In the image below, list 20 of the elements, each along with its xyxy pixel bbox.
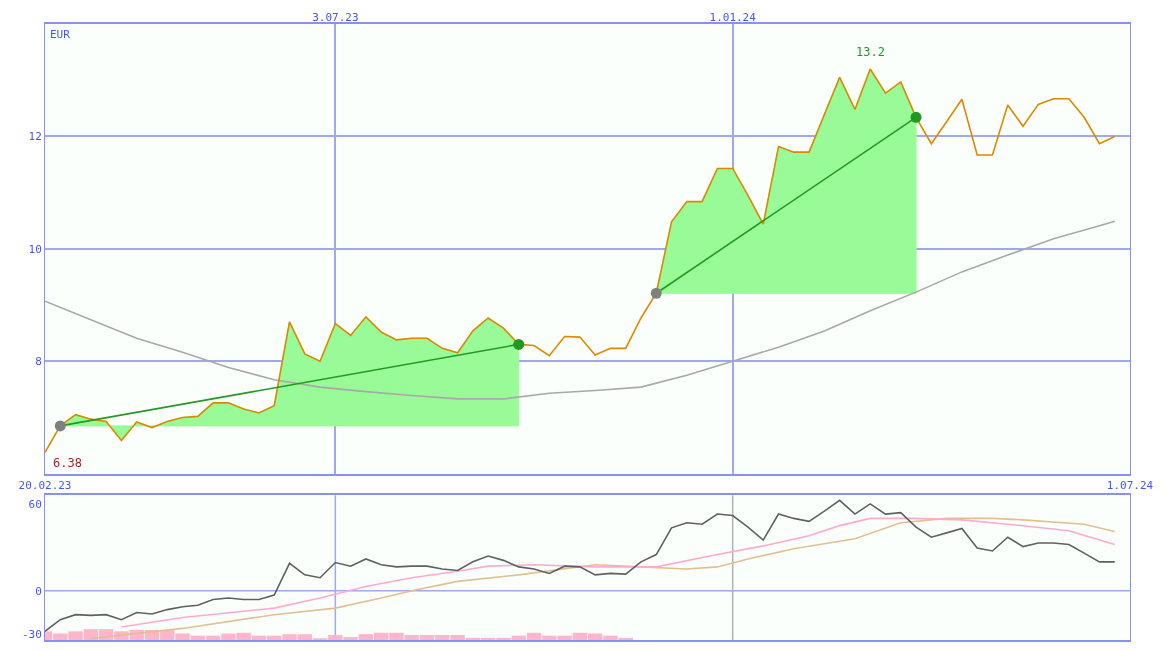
annotation: 13.2 [856,45,885,59]
y-tick-label: 0 [35,584,42,598]
y-tick-label: 60 [28,497,42,511]
x2-tick-label: 1.01.24 [709,10,757,24]
y-tick-label: 12 [28,130,42,144]
point [910,111,922,123]
y-tick-label: -30 [21,628,42,642]
x2-tick-label: 3.07.23 [312,10,359,24]
y-tick-label: 10 [28,242,42,256]
point [54,420,66,432]
annotation: 6.38 [53,456,82,470]
y-axis-title: EUR [50,28,71,41]
line-series [45,68,1116,454]
x-tick-label: 1.07.24 [1106,478,1154,492]
line-series [45,499,1116,633]
point [650,287,662,299]
y-tick-label: 8 [35,355,42,369]
x-tick-label: 20.02.23 [18,478,72,492]
point [513,338,525,350]
line-series [45,220,1116,400]
